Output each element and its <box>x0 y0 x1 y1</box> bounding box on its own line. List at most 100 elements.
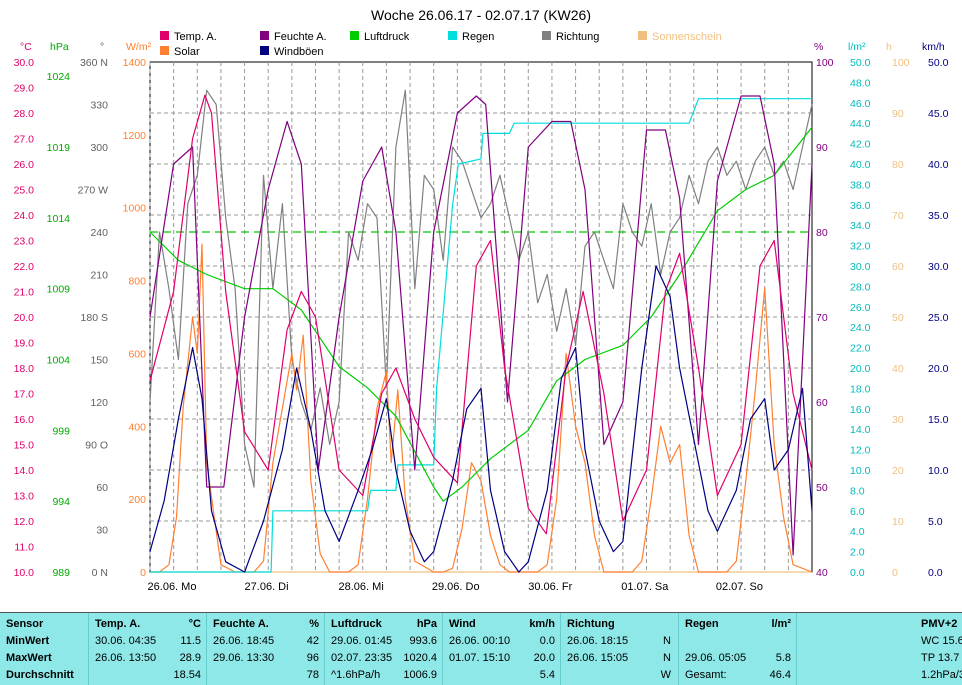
solar-tick-label: 0 <box>140 567 146 579</box>
rain-tick-label: 4.0 <box>850 526 865 538</box>
luftdruck-avg-value: 1006.9 <box>403 669 437 681</box>
stats-unit-luftdruck: hPa <box>416 618 437 630</box>
row-label-avg: Durchschnitt <box>6 669 74 681</box>
humidity-tick-label: 60 <box>816 397 828 409</box>
legend-swatch <box>160 31 169 40</box>
stats-header-richtung: Richtung <box>567 618 615 630</box>
luftdruck-min-value: 993.6 <box>409 635 437 647</box>
temp-min-time: 30.06. 04:35 <box>95 635 157 647</box>
regen-total-value: 46.4 <box>769 669 791 681</box>
wind-tick-label: 10.0 <box>928 465 949 477</box>
temp-avg-value: 18.54 <box>173 669 201 681</box>
richtung-avg-value: W <box>660 669 671 681</box>
wind-avg-value: 5.4 <box>539 669 555 681</box>
humidity-tick-label: 90 <box>816 142 828 154</box>
wind-min-time: 26.06. 00:10 <box>449 635 511 647</box>
legend-label: Regen <box>462 31 494 43</box>
regen-total-label: Gesamt: <box>685 669 727 681</box>
solar-tick-label: 200 <box>128 494 146 506</box>
rain-tick-label: 22.0 <box>850 343 871 355</box>
temp-tick-label: 10.0 <box>14 567 35 579</box>
sunshine-tick-label: 30 <box>892 414 904 426</box>
sunshine-tick-label: 70 <box>892 210 904 222</box>
col-richtung: Richtung 26.06. 18:15 N 26.06. 15:05 N W <box>560 613 679 685</box>
stats-header-feuchte: Feuchte A. <box>213 618 269 630</box>
legend-label: Luftdruck <box>364 31 410 43</box>
wind-tick-label: 40.0 <box>928 159 949 171</box>
day-label: 26.06. Mo <box>148 581 197 593</box>
col-pmv: PMV+2 WC 15.6 TP 13.7 1.2hPa/3 <box>796 613 962 685</box>
axis-unit-solar: W/m² <box>126 41 152 53</box>
legend-label: Temp. A. <box>174 31 217 43</box>
legend-swatch <box>638 31 647 40</box>
direction-tick-label: 60 <box>96 482 108 494</box>
wind-tick-label: 30.0 <box>928 261 949 273</box>
series-line-regen <box>150 98 812 573</box>
wind-tick-label: 25.0 <box>928 312 949 324</box>
day-label: 02.07. So <box>716 581 763 593</box>
rain-tick-label: 34.0 <box>850 220 871 232</box>
rain-tick-label: 24.0 <box>850 322 871 334</box>
day-label: 30.06. Fr <box>528 581 572 593</box>
regen-max-value: 5.8 <box>775 652 791 664</box>
wind-tick-label: 35.0 <box>928 210 949 222</box>
axis-unit-regen: l/m² <box>848 41 866 53</box>
legend-label: Sonnenschein <box>652 31 722 43</box>
sunshine-tick-label: 60 <box>892 261 904 273</box>
solar-tick-label: 800 <box>128 276 146 288</box>
stats-header-sensor: Sensor <box>6 618 44 630</box>
direction-tick-label: 180 S <box>81 312 108 324</box>
axis-unit-dir: ° <box>100 41 104 53</box>
direction-tick-label: 0 N <box>92 567 108 579</box>
rain-tick-label: 40.0 <box>850 159 871 171</box>
rain-tick-label: 14.0 <box>850 424 871 436</box>
feuchte-avg-value: 78 <box>306 669 319 681</box>
day-label: 27.06. Di <box>245 581 289 593</box>
stats-header-pmv: PMV+2 <box>921 618 958 630</box>
chart-title: Woche 26.06.17 - 02.07.17 (KW26) <box>371 7 591 23</box>
day-label: 28.06. Mi <box>339 581 384 593</box>
temp-tick-label: 28.0 <box>14 108 35 120</box>
feuchte-max-value: 96 <box>306 652 319 664</box>
data-series <box>149 89 813 573</box>
direction-tick-label: 270 W <box>78 185 108 197</box>
direction-tick-label: 150 <box>90 355 108 367</box>
rain-tick-label: 8.0 <box>850 485 865 497</box>
rain-tick-label: 6.0 <box>850 506 865 518</box>
chart-legend: Temp. A. Feuchte A. Luftdruck Regen Richtung… <box>160 31 722 58</box>
temp-tick-label: 27.0 <box>14 134 35 146</box>
rain-tick-label: 16.0 <box>850 404 871 416</box>
axis-unit-temp: °C <box>20 41 32 53</box>
wind-tick-label: 20.0 <box>928 363 949 375</box>
stats-header-luftdruck: Luftdruck <box>331 618 382 630</box>
legend-swatch <box>350 31 359 40</box>
sunshine-tick-label: 90 <box>892 108 904 120</box>
feuchte-min-time: 26.06. 18:45 <box>213 635 275 647</box>
rain-tick-label: 20.0 <box>850 363 871 375</box>
wind-tick-label: 0.0 <box>928 567 943 579</box>
hpa-tick-label: 994 <box>52 496 70 508</box>
rain-tick-label: 32.0 <box>850 241 871 253</box>
legend-label: Solar <box>174 46 200 58</box>
wind-max-value: 20.0 <box>533 652 555 664</box>
row-label-min: MinWert <box>6 635 50 647</box>
series-line-windböen <box>149 265 813 573</box>
direction-tick-label: 360 N <box>80 57 108 69</box>
luftdruck-min-time: 29.06. 01:45 <box>331 635 393 647</box>
solar-tick-label: 1000 <box>123 203 147 215</box>
col-feuchte: Feuchte A. % 26.06. 18:45 42 29.06. 13:3… <box>206 613 325 685</box>
rain-tick-label: 50.0 <box>850 57 871 69</box>
temp-tick-label: 17.0 <box>14 389 35 401</box>
temp-tick-label: 15.0 <box>14 440 35 452</box>
temp-tick-label: 14.0 <box>14 465 35 477</box>
hpa-tick-label: 989 <box>52 567 70 579</box>
plot-axes: 30.0 29.0 28.0 27.0 26.0 25.0 24.0 23.0 22.0 21.0… <box>14 57 949 579</box>
col-luftdruck: Luftdruck hPa 29.06. 01:45 993.6 02.07. … <box>324 613 443 685</box>
rain-tick-label: 2.0 <box>850 547 865 559</box>
wind-max-time: 01.07. 15:10 <box>449 652 511 664</box>
day-label: 01.07. Sa <box>621 581 669 593</box>
direction-tick-label: 120 <box>90 397 108 409</box>
temp-tick-label: 16.0 <box>14 414 35 426</box>
sunshine-tick-label: 10 <box>892 516 904 528</box>
rain-tick-label: 12.0 <box>850 445 871 457</box>
